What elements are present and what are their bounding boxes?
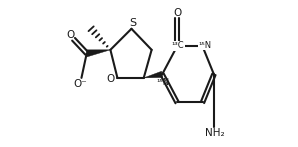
Text: O: O	[66, 30, 74, 40]
Polygon shape	[144, 71, 163, 78]
Text: O: O	[107, 74, 115, 84]
Text: S: S	[129, 18, 136, 28]
Text: O⁻: O⁻	[74, 79, 87, 89]
Text: ¹³C: ¹³C	[172, 41, 184, 50]
Text: O: O	[173, 8, 181, 18]
Text: ¹⁵N: ¹⁵N	[156, 78, 170, 87]
Text: NH₂: NH₂	[205, 128, 225, 138]
Text: ¹⁵N: ¹⁵N	[198, 41, 211, 50]
Polygon shape	[86, 50, 110, 57]
